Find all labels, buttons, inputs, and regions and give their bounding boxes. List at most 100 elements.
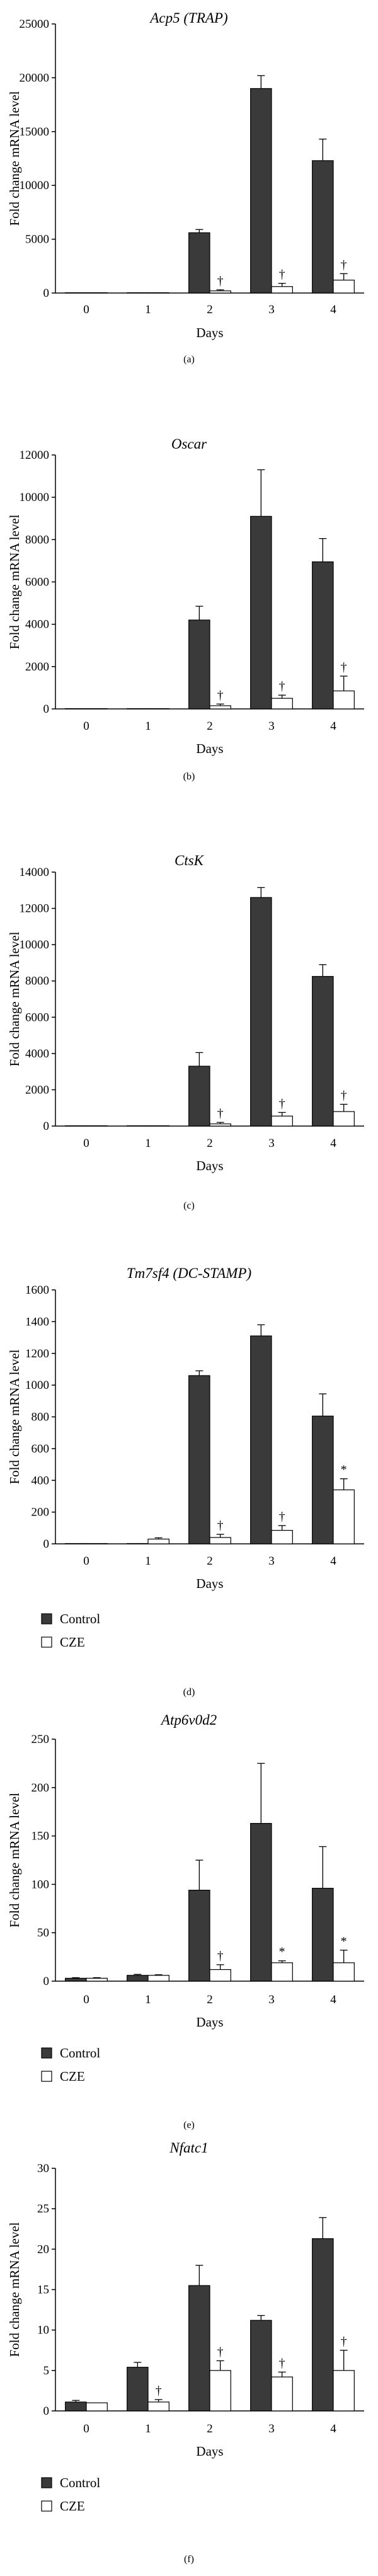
y-tick-label: 25000 [20, 18, 50, 31]
y-tick-label: 1000 [25, 1379, 49, 1392]
significance-marker: * [341, 1463, 347, 1477]
x-tick-label: 2 [207, 1137, 213, 1150]
x-tick-label: 4 [330, 1137, 336, 1150]
y-tick-label: 12000 [20, 449, 50, 462]
bar-control [250, 1823, 272, 1982]
legend-swatch-cze [41, 2071, 52, 2082]
significance-marker: † [279, 2356, 285, 2370]
bar-cze [209, 2370, 231, 2412]
panel-label: (d) [183, 1687, 195, 1698]
x-tick-label: 4 [330, 303, 336, 316]
x-tick-label: 2 [207, 1555, 213, 1568]
bar-cze [147, 1975, 169, 1982]
bar-control [312, 975, 334, 1127]
y-tick-label: 30 [37, 2162, 49, 2175]
significance-marker: † [341, 1088, 347, 1102]
y-tick-label: 14000 [20, 866, 50, 879]
y-tick-label: 25 [37, 2202, 49, 2216]
x-tick-label: 0 [83, 2422, 89, 2435]
y-tick-label: 2000 [25, 1083, 49, 1096]
y-tick-label: 8000 [25, 533, 49, 546]
y-tick-label: 0 [43, 703, 50, 716]
x-tick-label: 2 [207, 1993, 213, 2006]
y-tick-label: 400 [32, 1474, 50, 1487]
y-tick-label: 0 [43, 1538, 50, 1551]
bar-control [188, 1375, 210, 1544]
chart-tm7sf4: 0 200 400 600 800 1000 1200 1400 1600 Fold change… [7, 1265, 364, 1698]
y-tick-label: 15000 [20, 125, 50, 139]
x-tick-label: 3 [268, 2422, 275, 2435]
panel-label: (f) [184, 2554, 194, 2565]
y-tick-label: 150 [32, 1830, 50, 1843]
bar-cze [86, 2402, 108, 2412]
y-tick-label: 250 [32, 1733, 50, 1746]
bar-control [188, 619, 210, 710]
x-tick-label: 1 [145, 2422, 151, 2435]
chart-acp5: 0 5000 10000 15000 20000 25000 Fold change mRN… [7, 10, 364, 365]
x-axis-title: Days [196, 1576, 223, 1591]
y-axis-title: Fold change mRNA level [7, 514, 22, 649]
bar-control [127, 292, 149, 294]
y-tick-label: 0 [43, 1975, 50, 1988]
x-tick-label: 4 [330, 2422, 336, 2435]
x-axis-title: Days [196, 2015, 223, 2030]
y-axis-title: Fold change mRNA level [7, 1349, 22, 1484]
bar-control [188, 2285, 210, 2412]
x-axis-title: Days [196, 325, 223, 340]
bar-cze [86, 1977, 108, 1982]
y-tick-label: 50 [37, 1926, 49, 1940]
significance-marker: * [341, 1935, 347, 1948]
panel-label: (c) [183, 1200, 195, 1211]
significance-marker: † [279, 1096, 285, 1110]
y-tick-label: 12000 [20, 902, 50, 916]
panel-label: (e) [183, 2120, 195, 2130]
legend-swatch-cze [41, 2500, 52, 2512]
x-axis-title: Days [196, 2444, 223, 2459]
legend-label: Control [60, 2045, 100, 2061]
x-tick-label: 0 [83, 1137, 89, 1150]
y-axis-title: Fold change mRNA level [7, 931, 22, 1066]
legend-label: CZE [60, 1635, 85, 1650]
x-tick-label: 3 [268, 303, 275, 316]
x-tick-label: 0 [83, 1993, 89, 2006]
bar-control [250, 88, 272, 294]
bar-cze [333, 1962, 355, 1982]
x-tick-label: 2 [207, 303, 213, 316]
significance-marker: † [279, 679, 285, 693]
bar-cze [333, 690, 355, 710]
chart-title: Oscar [171, 436, 207, 452]
y-tick-label: 20000 [20, 71, 50, 84]
bar-cze [147, 1538, 169, 1544]
x-tick-label: 3 [268, 1993, 275, 2006]
x-tick-label: 0 [83, 1555, 89, 1568]
chart-title: CtsK [175, 853, 205, 868]
bar-control [188, 1066, 210, 1127]
y-tick-label: 6000 [25, 576, 49, 589]
y-tick-label: 1200 [25, 1347, 49, 1360]
x-tick-label: 3 [268, 1555, 275, 1568]
bar-control [188, 232, 210, 294]
legend-label: Control [60, 1611, 100, 1626]
significance-marker: † [156, 2384, 162, 2398]
legend-swatch-control [41, 2477, 52, 2488]
significance-marker: † [217, 2345, 224, 2359]
y-tick-label: 5000 [25, 233, 49, 246]
x-tick-label: 1 [145, 1137, 151, 1150]
x-tick-label: 4 [330, 1993, 336, 2006]
y-tick-label: 4000 [25, 618, 49, 631]
bar-cze [209, 1537, 231, 1544]
bar-control [312, 561, 334, 710]
y-tick-label: 0 [43, 287, 50, 300]
y-tick-label: 10 [37, 2324, 49, 2337]
x-tick-label: 1 [145, 303, 151, 316]
y-tick-label: 4000 [25, 1047, 49, 1061]
significance-marker: † [217, 688, 224, 702]
y-tick-label: 5 [43, 2364, 50, 2378]
bar-control [65, 1977, 87, 1982]
y-tick-label: 10000 [20, 491, 50, 504]
bar-cze [271, 1529, 293, 1544]
chart-atp6v0d2: 0 50 100 150 200 250 Fold change mRNA level Atp… [7, 1712, 364, 2130]
bar-control [250, 1335, 272, 1544]
y-tick-label: 0 [43, 2405, 50, 2418]
